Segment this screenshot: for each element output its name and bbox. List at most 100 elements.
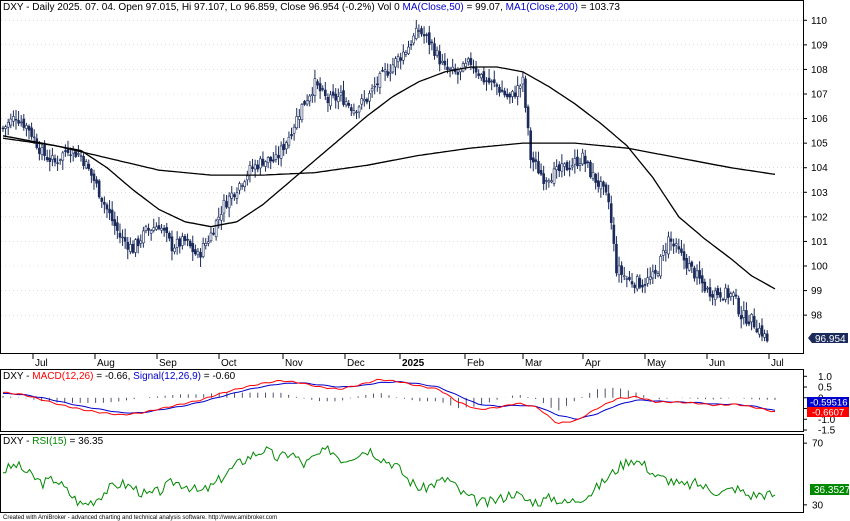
price-candle-body [430,41,434,44]
price-candle-body [581,152,584,165]
price-candle-body [516,85,519,97]
price-candle-body [505,93,509,98]
price-candle-body [217,216,221,221]
price-candle-body [165,227,169,234]
price-candle-body [570,165,574,168]
ma50-line [2,66,776,290]
price-candle-body [446,66,449,70]
rsi-y-axis: 70 30 [803,439,824,511]
price-candle-body [427,32,431,45]
price-candle-body [464,63,467,67]
price-candle-body [440,60,444,63]
price-candle-body [721,298,725,301]
price-candle-body [724,287,727,300]
price-candle-body [136,238,140,247]
price-y-tick-label: 109 [811,40,828,51]
price-candle-body [737,297,740,315]
price-candle-body [433,43,436,56]
price-candle-body [103,201,106,205]
price-candle-body [365,99,369,103]
price-candle-body [40,147,44,155]
price-candle-body [168,232,171,239]
price-candle-body [589,161,592,178]
price-candle-body [79,155,83,157]
price-candle-body [726,288,730,298]
price-candle-body [131,243,135,253]
price-candle-body [368,93,371,102]
price-y-tick-label: 105 [811,139,828,150]
price-candle-body [355,111,358,114]
price-candle-body [298,116,301,120]
price-y-tick-label: 100 [811,262,828,273]
price-candle-body [435,49,439,56]
price-candle-body [144,226,148,231]
price-candle-body [732,292,735,297]
price-candle-body [765,333,769,342]
price-candle-body [557,164,561,172]
price-candle-body [238,183,241,191]
price-candle-body [87,163,91,169]
price-y-tick-label: 104 [811,163,828,174]
price-candle-body [635,276,639,290]
price-candle-body [4,126,7,129]
price-candle-body [196,251,200,256]
signal-line [2,381,776,420]
price-candle-body [542,173,545,184]
price-candle-body [742,310,746,318]
price-candle-body [53,158,57,163]
price-candle-body [508,93,512,98]
price-candle-body [511,91,514,97]
price-candle-body [295,116,299,129]
price-candle-body [253,164,257,170]
price-candle-body [12,116,15,122]
price-candle-body [487,77,491,83]
price-candle-body [311,94,314,96]
price-candle-body [518,85,522,89]
price-candle-body [207,241,210,244]
price-candle-body [448,68,452,70]
price-candle-body [9,118,13,126]
price-candle-body [583,155,587,165]
price-candle-body [230,192,234,199]
price-candle-body [248,165,252,176]
rsi-y-tick-label: 70 [812,439,824,450]
rsi-prefix: DXY - [3,436,32,447]
x-tick-label: Jun [709,358,725,369]
price-candle-body [381,70,384,72]
price-candle-body [352,110,356,114]
price-candle-body [170,236,174,252]
price-candle-body [261,158,265,166]
price-candle-body [500,89,504,92]
x-tick-label: Nov [285,358,303,369]
price-candle-body [1,127,5,130]
price-candle-body [357,106,361,113]
price-candle-body [290,134,293,137]
price-candle-body [503,90,506,96]
price-candle-body [43,145,46,156]
price-candle-body [747,321,751,325]
price-candle-body [160,227,163,231]
price-candle-body [693,267,696,279]
price-candle-body [661,250,665,256]
rsi-value: = 36.35 [67,436,104,447]
macd-line [2,378,776,425]
price-candle-body [417,30,421,32]
rsi-badge-label: 36.3527 [814,485,850,496]
price-candle-body [521,76,525,85]
signal-value: = -0.60 [201,371,236,382]
price-candle-body [401,51,405,61]
price-candle-body [615,243,618,274]
price-candle-body [734,294,738,297]
price-candle-body [706,287,709,290]
price-candle-body [594,173,597,183]
price-candle-body [51,155,54,160]
macd-histogram [2,387,776,411]
price-candle-body [643,284,647,286]
price-candle-body [485,80,488,82]
macd-y-tick-label: -1.5 [818,426,836,437]
x-tick-label: Apr [585,358,601,369]
price-candle-body [303,101,306,105]
last-price-badge [808,333,848,343]
price-candle-body [337,96,340,102]
price-candle-body [300,104,304,121]
